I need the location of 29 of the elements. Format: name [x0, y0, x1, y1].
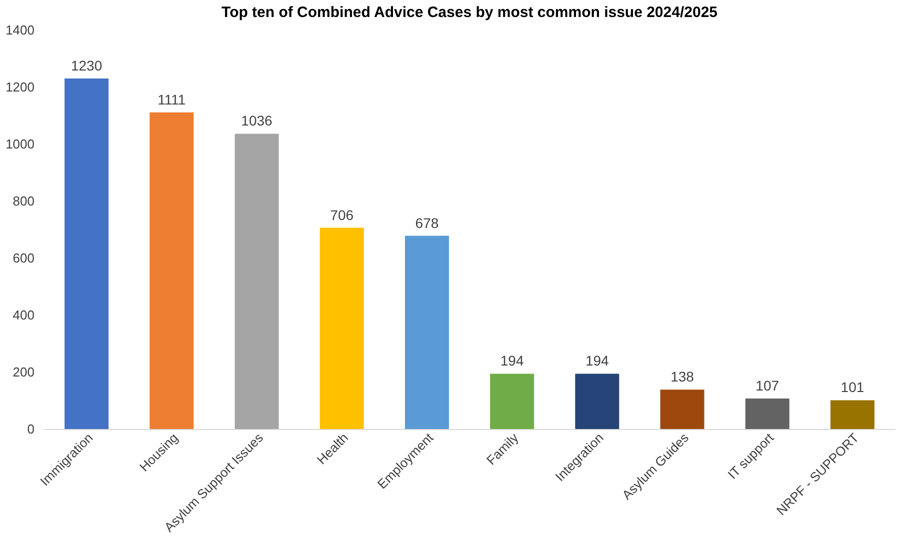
- data-label: 1230: [70, 57, 102, 74]
- data-label: 1111: [158, 91, 186, 108]
- bar: [320, 228, 364, 429]
- data-label: 194: [500, 352, 524, 369]
- bar: [404, 236, 449, 429]
- y-tick-label: 800: [12, 194, 34, 208]
- bar: [830, 400, 874, 429]
- bar: [660, 390, 704, 429]
- bar: [490, 374, 534, 429]
- y-tick-label: 600: [12, 250, 34, 266]
- chart-title: Top ten of Combined Advice Cases by most common issue 2024/2025: [222, 4, 718, 21]
- data-label: 107: [756, 378, 780, 394]
- bar: [745, 398, 790, 429]
- bar: [150, 112, 194, 429]
- data-label: 706: [330, 206, 354, 223]
- data-label: 101: [840, 379, 864, 396]
- data-label: 138: [670, 368, 694, 385]
- y-tick-label: 1000: [6, 136, 34, 152]
- bar: [575, 374, 620, 429]
- bar: [64, 78, 109, 429]
- y-tick-label: 0: [27, 422, 34, 436]
- y-tick-label: 1400: [6, 22, 34, 38]
- data-label: 194: [585, 352, 610, 369]
- y-tick-label: 1200: [6, 80, 34, 94]
- data-label: 1036: [241, 112, 273, 129]
- data-label: 678: [415, 214, 439, 231]
- y-tick-label: 200: [12, 364, 34, 380]
- bar: [234, 134, 279, 429]
- y-tick-label: 400: [12, 308, 34, 322]
